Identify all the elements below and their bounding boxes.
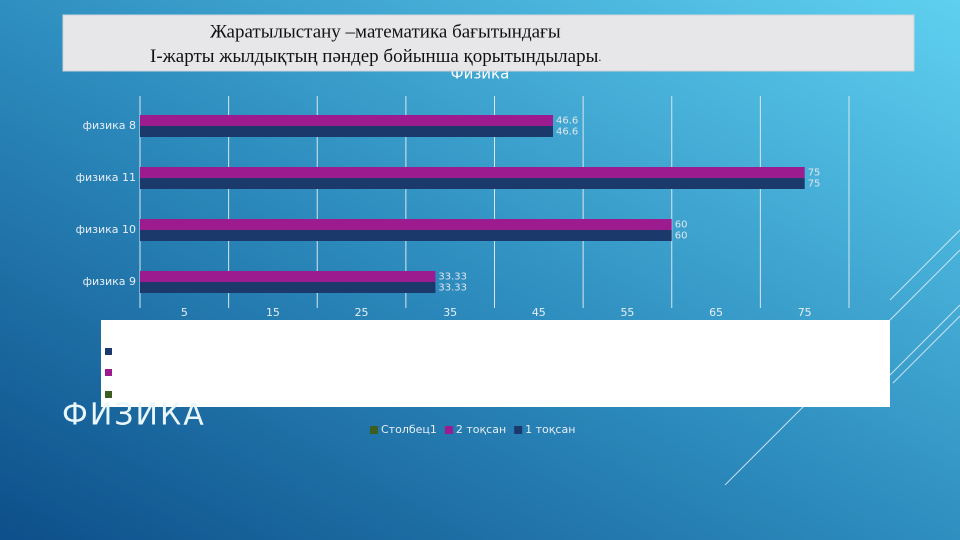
value-label: 75 [808, 168, 821, 179]
value-label: 60 [675, 231, 688, 242]
x-tick-label: 15 [266, 306, 280, 319]
header-box [62, 14, 915, 72]
legend: Столбец1 2 тоқсан 1 тоқсан [370, 423, 575, 436]
x-tick-label: 5 [181, 306, 188, 319]
overlay-box [101, 320, 890, 407]
legend-label: Столбец1 [381, 423, 437, 436]
slide-title: ФИЗИКА [62, 398, 206, 433]
legend-swatch [514, 426, 523, 434]
bar [140, 126, 553, 137]
y-tick-label: физика 10 [76, 223, 136, 236]
bar [140, 282, 436, 293]
header-text: І-жарты жылдықтың пәндер бойынша қорытын… [150, 46, 599, 67]
header-line: І-жарты жылдықтың пәндер бойынша қорытын… [150, 46, 601, 67]
marker [105, 391, 112, 398]
legend-swatch [370, 426, 378, 434]
header-line: Жаратылыстану –математика бағытындағы [210, 21, 561, 42]
bar [140, 271, 436, 282]
value-label: 33.33 [438, 283, 467, 294]
y-tick-label: физика 8 [83, 119, 136, 132]
bar [140, 115, 553, 126]
x-tick-label: 75 [798, 306, 812, 319]
x-tick-label: 25 [355, 306, 369, 319]
value-label: 60 [675, 220, 688, 231]
x-tick-label: 65 [709, 306, 723, 319]
x-tick-label: 55 [620, 306, 634, 319]
legend-swatch [444, 426, 453, 434]
value-label: 75 [808, 179, 821, 190]
y-tick-label: физика 11 [76, 171, 136, 184]
legend-label: 2 тоқсан [456, 423, 506, 436]
legend-label: 1 тоқсан [525, 423, 575, 436]
header-text: . [598, 50, 601, 64]
value-label: 46.6 [556, 116, 578, 127]
marker [105, 348, 112, 355]
marker [105, 369, 112, 376]
bar [140, 230, 672, 241]
bar [140, 178, 805, 189]
bar [140, 219, 672, 230]
y-tick-label: физика 9 [83, 275, 136, 288]
bar [140, 167, 805, 178]
x-tick-label: 45 [532, 306, 546, 319]
x-tick-label: 35 [443, 306, 457, 319]
value-label: 33.33 [438, 272, 467, 283]
value-label: 46.6 [556, 127, 578, 138]
